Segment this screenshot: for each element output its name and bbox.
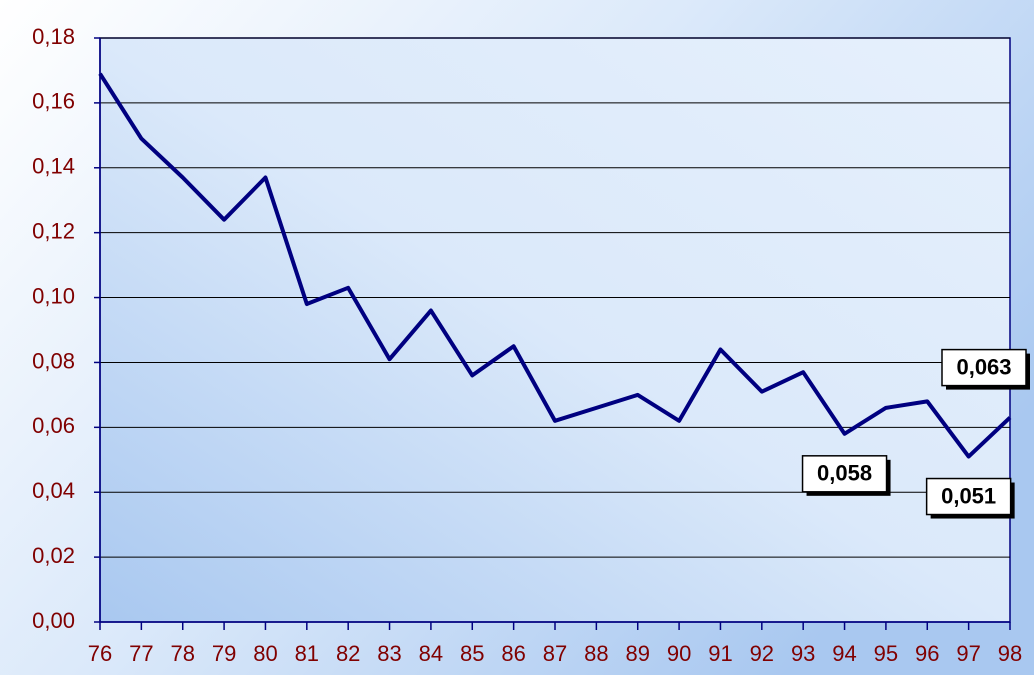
line: [98, 72, 1012, 459]
x-tick-label: 86: [501, 641, 525, 666]
data-label: 0,051: [941, 483, 996, 508]
x-tick-label: 98: [998, 641, 1022, 666]
plot-area: [99, 37, 1011, 623]
data-label: 0,063: [956, 354, 1011, 379]
x-tick-label: 76: [88, 641, 112, 666]
x-tick-label: 81: [295, 641, 319, 666]
x-tick-label: 79: [212, 641, 236, 666]
label-box: [925, 477, 1012, 516]
y-tick-label: 0,00: [32, 608, 75, 633]
y-tick-label: 0,04: [32, 478, 75, 503]
x-tick-label: 78: [170, 641, 194, 666]
x-tick-label: 97: [956, 641, 980, 666]
x-tick-label: 92: [750, 641, 774, 666]
y-tick-label: 0,10: [32, 283, 75, 308]
x-tick-label: 93: [791, 641, 815, 666]
y-tick-label: 0,14: [32, 154, 75, 179]
x-tick-label: 94: [832, 641, 856, 666]
y-tick-label: 0,12: [32, 218, 75, 243]
x-tick-label: 95: [874, 641, 898, 666]
y-tick-label: 0,06: [32, 413, 75, 438]
x-tick-label: 91: [708, 641, 732, 666]
x-tick-label: 83: [377, 641, 401, 666]
x-tick-label: 89: [625, 641, 649, 666]
y-tick-label: 0,02: [32, 543, 75, 568]
x-tick-label: 84: [419, 641, 443, 666]
x-tick-label: 88: [584, 641, 608, 666]
data-label: 0,058: [817, 461, 872, 486]
x-tick-label: 77: [129, 641, 153, 666]
x-tick-label: 80: [253, 641, 277, 666]
x-tick-label: 96: [915, 641, 939, 666]
x-tick-label: 90: [667, 641, 691, 666]
label-box: [801, 455, 888, 493]
label-box: [941, 348, 1027, 387]
y-tick-label: 0,16: [32, 89, 75, 114]
y-tick-label: 0,08: [32, 348, 75, 373]
x-tick-label: 82: [336, 641, 360, 666]
y-tick-label: 0,18: [32, 24, 75, 49]
x-tick-label: 87: [543, 641, 567, 666]
x-tick-label: 85: [460, 641, 484, 666]
